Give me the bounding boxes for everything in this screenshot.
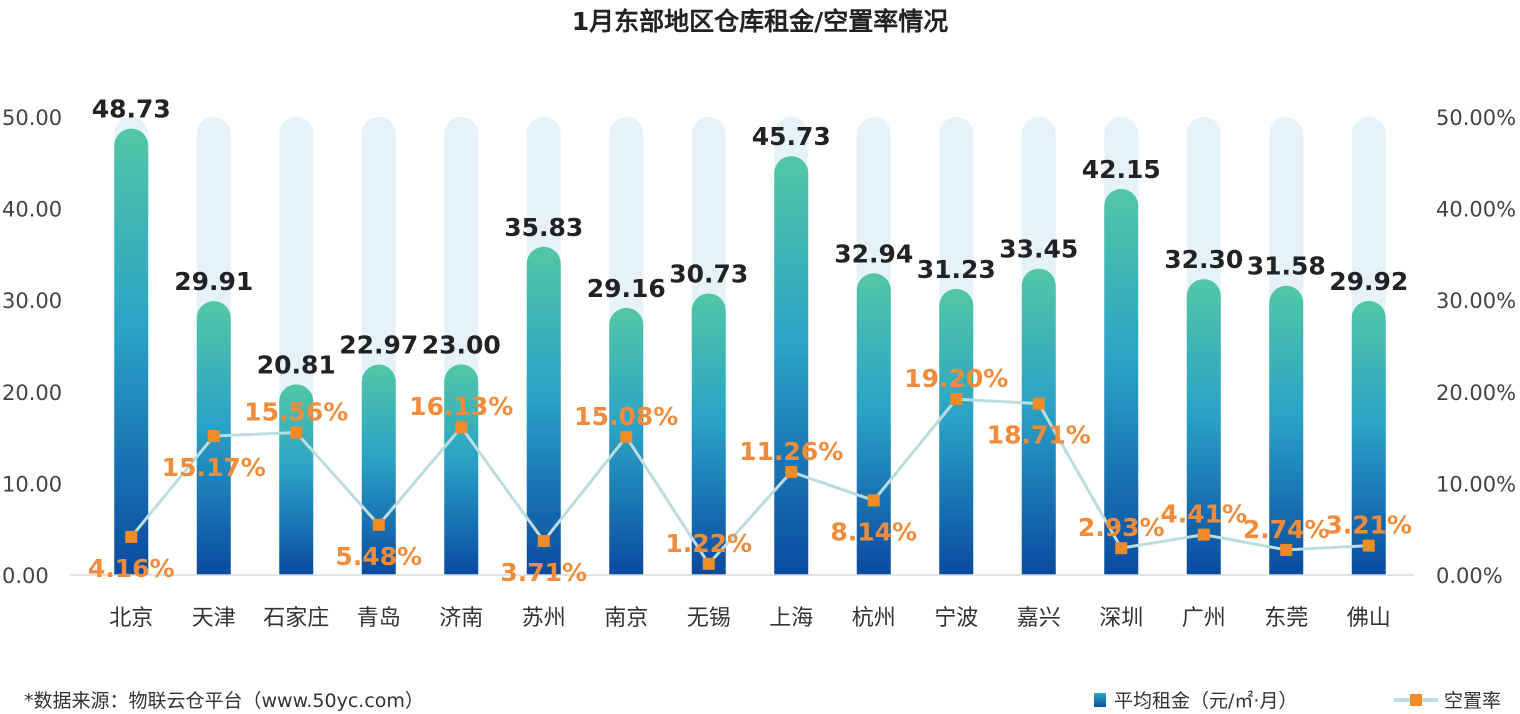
vacancy-data-label: 4.16% xyxy=(88,554,175,583)
rent-bar-16 xyxy=(1351,300,1386,575)
vacancy-marker-8 xyxy=(702,557,715,570)
legend-swatch-vacancy xyxy=(1394,693,1438,706)
vacancy-marker-16 xyxy=(1362,539,1375,552)
vacancy-marker-12 xyxy=(1032,397,1045,410)
y-left-tick-label: 30.00 xyxy=(2,289,62,313)
y-right-tick-label: 30.00% xyxy=(1436,289,1516,313)
vacancy-marker-15 xyxy=(1280,543,1293,556)
rent-bar-4 xyxy=(361,364,396,575)
vacancy-marker-9 xyxy=(785,465,798,478)
x-tick-label: 南京 xyxy=(604,606,648,631)
rent-data-label: 33.45 xyxy=(999,235,1078,264)
rent-data-label: 32.30 xyxy=(1164,245,1243,274)
y-left-tick-label: 20.00 xyxy=(2,381,62,405)
rent-bar-1 xyxy=(114,128,149,575)
x-tick-label: 深圳 xyxy=(1099,606,1143,631)
rent-data-label: 31.58 xyxy=(1247,252,1326,281)
x-tick-label: 杭州 xyxy=(852,606,896,631)
y-right-tick-label: 10.00% xyxy=(1436,472,1516,496)
vacancy-data-label: 1.22% xyxy=(665,529,752,558)
x-tick-label: 上海 xyxy=(769,606,813,631)
legend-item-vacancy: 空置率 xyxy=(1394,686,1501,713)
y-left-tick-label: 0.00 xyxy=(2,564,49,588)
x-tick-label: 嘉兴 xyxy=(1017,606,1061,631)
rent-data-label: 45.73 xyxy=(752,122,831,151)
vacancy-marker-6 xyxy=(537,535,550,548)
legend-label-vacancy: 空置率 xyxy=(1444,690,1502,712)
rent-data-label: 29.92 xyxy=(1329,267,1408,296)
combo-chart: 0.00 10.00 20.00 30.00 40.00 50.00 0.00% 10.00%… xyxy=(2,95,1516,631)
vacancy-data-label: 11.26% xyxy=(739,437,843,466)
rent-data-label: 31.23 xyxy=(917,255,996,284)
rent-data-label: 32.94 xyxy=(834,239,913,268)
vacancy-marker-3 xyxy=(290,426,303,439)
vacancy-marker-5 xyxy=(455,421,468,434)
y-right-tick-label: 0.00% xyxy=(1436,564,1503,588)
vacancy-marker-11 xyxy=(950,393,963,406)
vacancy-marker-7 xyxy=(620,430,633,443)
rent-bar-14 xyxy=(1186,279,1221,575)
x-tick-label: 天津 xyxy=(192,606,236,631)
rent-bar-12 xyxy=(1021,268,1056,575)
x-tick-label: 石家庄 xyxy=(263,606,329,631)
rent-bar-6 xyxy=(526,246,561,575)
vacancy-marker-4 xyxy=(372,518,385,531)
vacancy-data-label: 18.71% xyxy=(987,421,1091,450)
rent-bar-13 xyxy=(1104,188,1139,575)
vacancy-line xyxy=(130,397,1369,567)
rent-data-label: 30.73 xyxy=(669,260,748,289)
rent-bar-11 xyxy=(939,288,974,575)
vacancy-marker-1 xyxy=(125,530,138,543)
x-tick-label: 宁波 xyxy=(934,606,978,631)
legend-label-rent: 平均租金（元/㎡·月） xyxy=(1114,690,1298,712)
legend-item-rent: 平均租金（元/㎡·月） xyxy=(1094,686,1297,713)
vacancy-data-label: 4.41% xyxy=(1160,500,1247,529)
y-right-tick-label: 20.00% xyxy=(1436,381,1516,405)
rent-data-label: 42.15 xyxy=(1082,155,1161,184)
x-tick-label: 佛山 xyxy=(1347,606,1391,631)
rent-data-label: 23.00 xyxy=(422,330,501,359)
x-tick-label: 无锡 xyxy=(687,606,731,631)
legend-swatch-rent xyxy=(1094,692,1106,707)
rent-bar-9 xyxy=(774,156,809,575)
vacancy-marker-10 xyxy=(867,494,880,507)
rent-data-label: 29.16 xyxy=(587,274,666,303)
rent-data-label: 22.97 xyxy=(339,331,418,360)
y-left-tick-label: 50.00 xyxy=(2,106,62,130)
vacancy-marker-13 xyxy=(1115,542,1128,555)
vacancy-data-label: 8.14% xyxy=(830,517,917,546)
vacancy-data-label: 15.08% xyxy=(574,402,678,431)
vacancy-data-label: 15.56% xyxy=(244,397,348,426)
rent-data-label: 35.83 xyxy=(504,213,583,242)
source-note: *数据来源：物联云仓平台（www.50yc.com） xyxy=(24,690,424,712)
y-right-tick-label: 40.00% xyxy=(1436,198,1516,222)
x-tick-label: 苏州 xyxy=(522,606,566,631)
vacancy-data-label: 15.17% xyxy=(162,453,266,482)
x-tick-label: 北京 xyxy=(109,606,153,631)
vacancy-data-label: 19.20% xyxy=(904,364,1008,393)
vacancy-data-label: 3.71% xyxy=(500,558,587,587)
rent-data-label: 20.81 xyxy=(257,350,336,379)
rent-bar-10 xyxy=(856,273,891,575)
vacancy-data-label: 16.13% xyxy=(409,392,513,421)
vacancy-data-label: 2.93% xyxy=(1078,513,1165,542)
rent-data-label: 48.73 xyxy=(92,95,171,124)
vacancy-marker-2 xyxy=(207,430,220,443)
vacancy-data-label: 5.48% xyxy=(335,542,422,571)
vacancy-marker-14 xyxy=(1197,528,1210,541)
x-tick-label: 广州 xyxy=(1182,606,1226,631)
y-right-tick-label: 50.00% xyxy=(1436,106,1516,130)
rent-data-label: 29.91 xyxy=(174,267,253,296)
y-left-tick-label: 10.00 xyxy=(2,472,62,496)
chart-title: 1月东部地区仓库租金/空置率情况 xyxy=(571,7,949,36)
rent-bar-5 xyxy=(444,364,479,575)
y-left-tick-label: 40.00 xyxy=(2,198,62,222)
rent-bar-8 xyxy=(691,293,726,575)
x-tick-label: 青岛 xyxy=(357,606,401,631)
vacancy-data-label: 3.21% xyxy=(1325,511,1412,540)
rent-bar-15 xyxy=(1269,285,1304,575)
vacancy-data-label: 2.74% xyxy=(1243,515,1330,544)
x-tick-label: 东莞 xyxy=(1264,606,1308,631)
x-tick-label: 济南 xyxy=(439,606,483,631)
